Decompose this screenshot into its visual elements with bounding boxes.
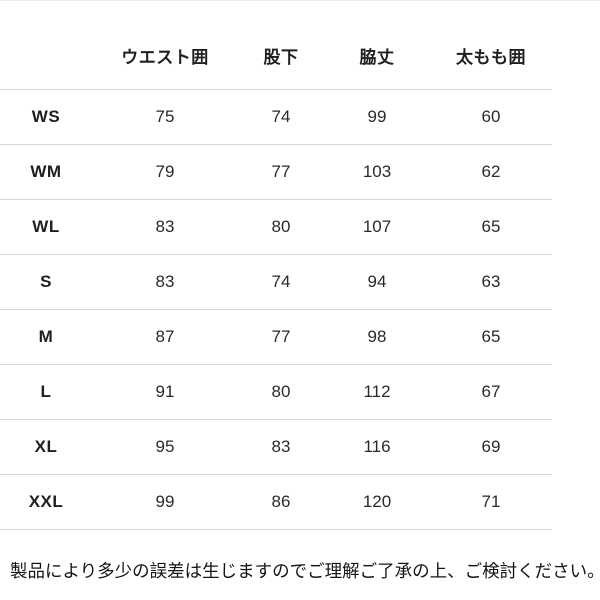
cell-inseam: 80 (238, 364, 324, 420)
cell-thigh: 63 (430, 254, 552, 310)
cell-thigh: 65 (430, 309, 552, 365)
cell-inseam: 74 (238, 254, 324, 310)
table-row: M 87 77 98 65 (0, 309, 552, 365)
table-row: XXL 99 86 120 71 (0, 474, 552, 530)
size-label: S (0, 254, 92, 310)
table-header: ウエスト囲 股下 脇丈 太もも囲 (0, 1, 552, 90)
table-row: WL 83 80 107 65 (0, 199, 552, 255)
cell-waist: 83 (92, 254, 238, 310)
size-label: L (0, 364, 92, 420)
size-label: WS (0, 89, 92, 145)
cell-side-length: 107 (324, 199, 430, 255)
cell-inseam: 83 (238, 419, 324, 475)
cell-thigh: 65 (430, 199, 552, 255)
cell-thigh: 67 (430, 364, 552, 420)
size-label: XXL (0, 474, 92, 530)
disclaimer-note: 製品により多少の誤差は生じますのでご理解ご了承の上、ご検討ください。 (10, 561, 600, 581)
cell-side-length: 116 (324, 419, 430, 475)
cell-thigh: 71 (430, 474, 552, 530)
cell-inseam: 74 (238, 89, 324, 145)
cell-waist: 79 (92, 144, 238, 200)
table-row: L 91 80 112 67 (0, 364, 552, 420)
cell-side-length: 98 (324, 309, 430, 365)
cell-waist: 75 (92, 89, 238, 145)
cell-side-length: 103 (324, 144, 430, 200)
table-row: S 83 74 94 63 (0, 254, 552, 310)
cell-side-length: 112 (324, 364, 430, 420)
table-row: XL 95 83 116 69 (0, 419, 552, 475)
column-header-size (0, 1, 92, 90)
column-header-waist: ウエスト囲 (92, 1, 238, 90)
size-label: WM (0, 144, 92, 200)
cell-waist: 91 (92, 364, 238, 420)
cell-side-length: 99 (324, 89, 430, 145)
size-label: M (0, 309, 92, 365)
column-header-thigh: 太もも囲 (430, 1, 552, 90)
cell-waist: 99 (92, 474, 238, 530)
size-label: XL (0, 419, 92, 475)
column-header-side-length: 脇丈 (324, 1, 430, 90)
header-row: ウエスト囲 股下 脇丈 太もも囲 (0, 1, 552, 90)
cell-waist: 87 (92, 309, 238, 365)
cell-inseam: 80 (238, 199, 324, 255)
table-row: WM 79 77 103 62 (0, 144, 552, 200)
cell-thigh: 69 (430, 419, 552, 475)
table-body: WS 75 74 99 60 WM 79 77 103 62 WL 83 80 … (0, 89, 552, 530)
size-chart-table: ウエスト囲 股下 脇丈 太もも囲 WS 75 74 99 60 WM 79 77… (0, 1, 552, 530)
cell-inseam: 77 (238, 144, 324, 200)
cell-thigh: 60 (430, 89, 552, 145)
size-label: WL (0, 199, 92, 255)
cell-thigh: 62 (430, 144, 552, 200)
cell-side-length: 94 (324, 254, 430, 310)
cell-waist: 95 (92, 419, 238, 475)
cell-inseam: 77 (238, 309, 324, 365)
table-row: WS 75 74 99 60 (0, 89, 552, 145)
column-header-inseam: 股下 (238, 1, 324, 90)
cell-inseam: 86 (238, 474, 324, 530)
cell-side-length: 120 (324, 474, 430, 530)
cell-waist: 83 (92, 199, 238, 255)
